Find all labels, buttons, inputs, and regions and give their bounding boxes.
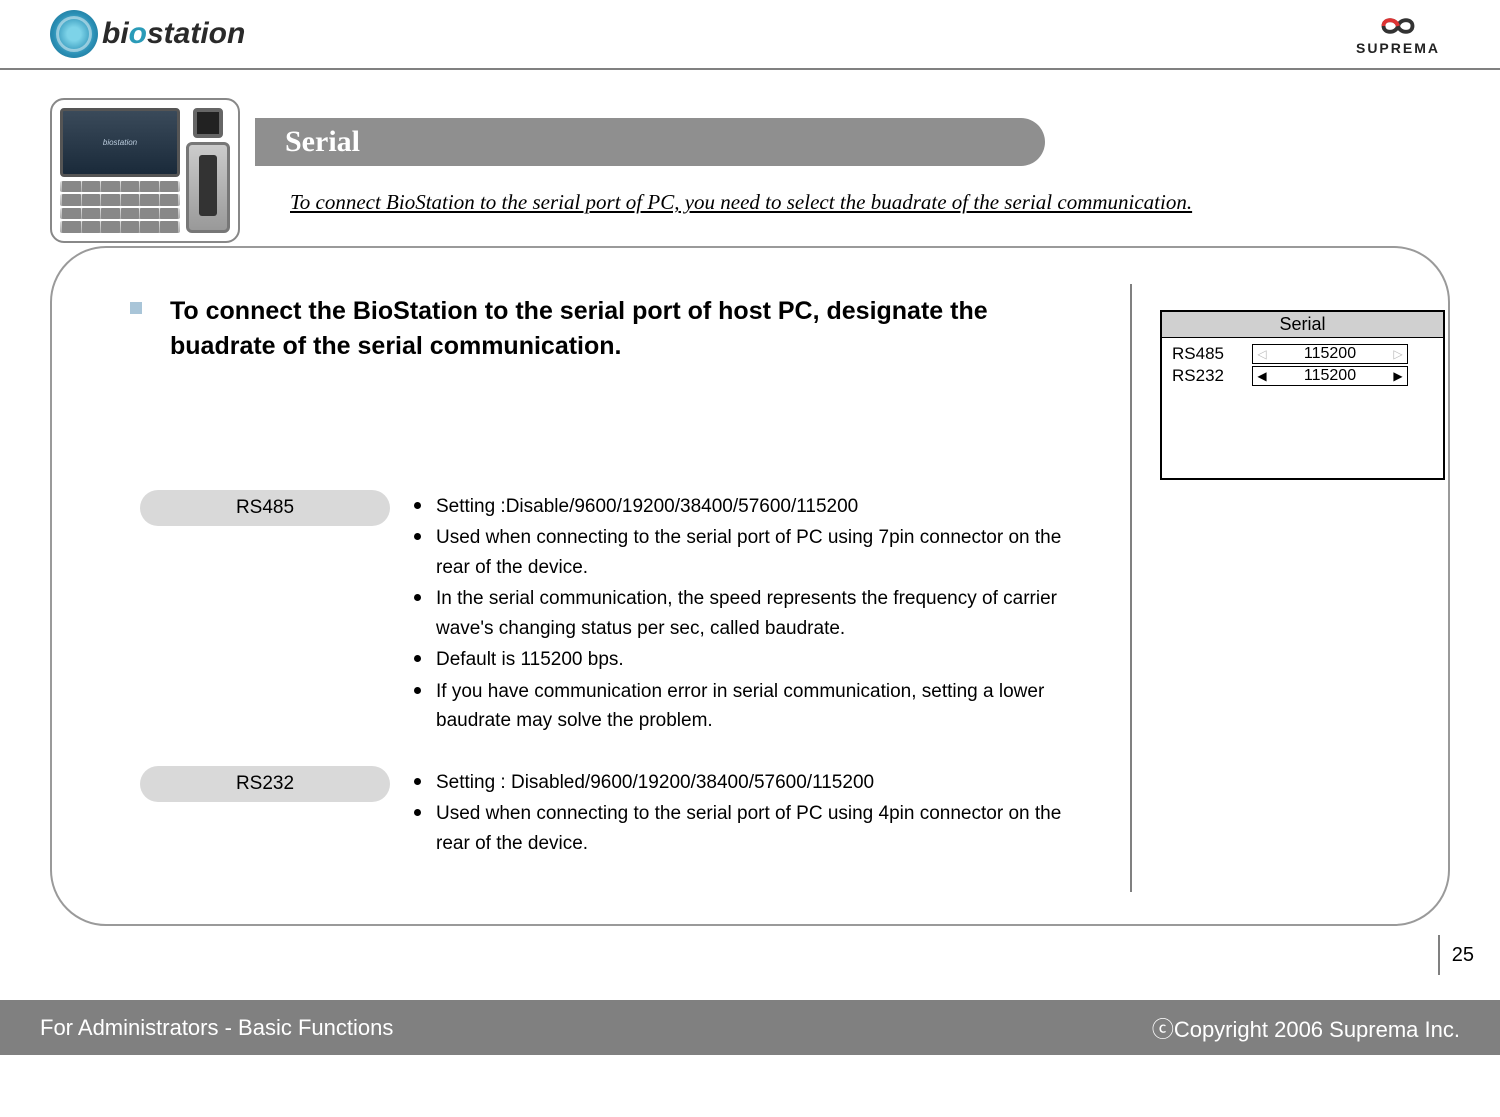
serial-row-label: RS485 bbox=[1172, 344, 1238, 364]
thumb-screen: biostation bbox=[60, 108, 180, 177]
logo-biostation: biostation bbox=[50, 10, 245, 58]
thumb-left: biostation bbox=[60, 108, 180, 233]
logo-text: biostation bbox=[102, 17, 245, 51]
thumb-right bbox=[186, 108, 230, 233]
thumb-keypad bbox=[60, 181, 180, 233]
page-title: Serial bbox=[285, 125, 360, 159]
pill-rs232: RS232 bbox=[140, 766, 390, 802]
subtitle: To connect BioStation to the serial port… bbox=[290, 190, 1192, 215]
list-item: Default is 115200 bps. bbox=[414, 645, 1100, 674]
list-item: Setting : Disabled/9600/19200/38400/5760… bbox=[414, 768, 1100, 797]
serial-settings-panel: Serial RS485 ◁ 115200 ▷ RS232 ◀ 115200 ▶ bbox=[1160, 310, 1445, 480]
logo-swirl-icon bbox=[50, 10, 98, 58]
arrow-right-icon[interactable]: ▶ bbox=[1389, 370, 1407, 382]
footer-right: ⓒCopyright 2006 Suprema Inc. bbox=[1152, 1012, 1460, 1044]
device-thumbnail: biostation bbox=[50, 98, 240, 243]
logo-suprema: SUPREMA bbox=[1356, 12, 1440, 56]
main-heading-row: To connect the BioStation to the serial … bbox=[130, 294, 1090, 364]
spinner-value: 115200 bbox=[1271, 345, 1389, 363]
square-bullet-icon bbox=[130, 302, 142, 314]
list-item: Used when connecting to the serial port … bbox=[414, 523, 1100, 582]
title-bar: Serial bbox=[255, 118, 1045, 166]
section-rs485: RS485 Setting :Disable/9600/19200/38400/… bbox=[140, 490, 1100, 738]
logo-prefix: bi bbox=[102, 17, 129, 50]
section-rs232: RS232 Setting : Disabled/9600/19200/3840… bbox=[140, 766, 1100, 860]
arrow-left-icon[interactable]: ◁ bbox=[1253, 348, 1271, 360]
page-number: 25 bbox=[1438, 935, 1474, 975]
list-item: In the serial communication, the speed r… bbox=[414, 584, 1100, 643]
page-footer: For Administrators - Basic Functions ⓒCo… bbox=[0, 1000, 1500, 1055]
main-heading: To connect the BioStation to the serial … bbox=[170, 294, 1090, 364]
serial-panel-body: RS485 ◁ 115200 ▷ RS232 ◀ 115200 ▶ bbox=[1162, 338, 1443, 478]
suprema-label: SUPREMA bbox=[1356, 40, 1440, 56]
infinity-icon bbox=[1369, 12, 1427, 40]
serial-row-label: RS232 bbox=[1172, 366, 1238, 386]
bullets-rs485: Setting :Disable/9600/19200/38400/57600/… bbox=[414, 490, 1100, 738]
arrow-left-icon[interactable]: ◀ bbox=[1253, 370, 1271, 382]
page-header: biostation SUPREMA bbox=[0, 0, 1500, 70]
pill-rs485: RS485 bbox=[140, 490, 390, 526]
logo-suffix: station bbox=[147, 17, 245, 50]
thumb-reader-icon bbox=[186, 142, 230, 233]
serial-row-rs232: RS232 ◀ 115200 ▶ bbox=[1172, 366, 1435, 386]
footer-left: For Administrators - Basic Functions bbox=[40, 1015, 393, 1041]
arrow-right-icon[interactable]: ▷ bbox=[1389, 348, 1407, 360]
list-item: Setting :Disable/9600/19200/38400/57600/… bbox=[414, 492, 1100, 521]
vertical-divider bbox=[1130, 284, 1132, 892]
serial-panel-title: Serial bbox=[1162, 312, 1443, 338]
spinner-rs485[interactable]: ◁ 115200 ▷ bbox=[1252, 344, 1408, 364]
spinner-rs232[interactable]: ◀ 115200 ▶ bbox=[1252, 366, 1408, 386]
list-item: If you have communication error in seria… bbox=[414, 677, 1100, 736]
spinner-value: 115200 bbox=[1271, 367, 1389, 385]
bullets-rs232: Setting : Disabled/9600/19200/38400/5760… bbox=[414, 766, 1100, 860]
serial-row-rs485: RS485 ◁ 115200 ▷ bbox=[1172, 344, 1435, 364]
thumb-camera-icon bbox=[193, 108, 223, 138]
list-item: Used when connecting to the serial port … bbox=[414, 799, 1100, 858]
logo-accent: o bbox=[129, 17, 147, 50]
